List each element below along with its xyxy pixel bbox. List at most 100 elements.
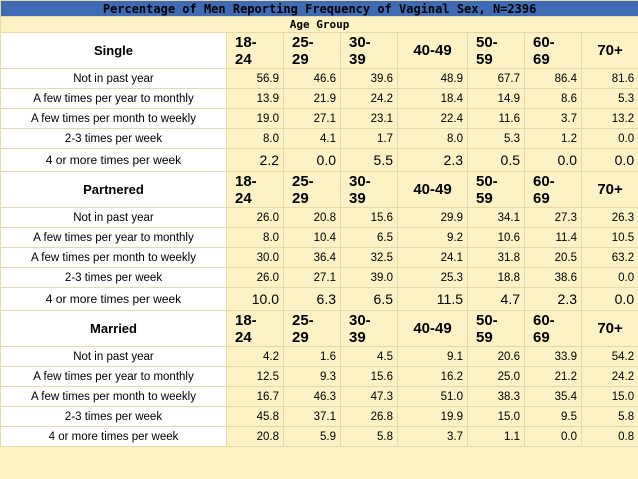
- age-group-line: 40-49: [413, 42, 452, 59]
- value-cell: 20.8: [283, 207, 341, 228]
- age-group-header: 70+: [580, 32, 638, 69]
- table-row: 2-3 times per week 8.0 4.1 1.7 8.0 5.3 1.2 0.0: [0, 128, 638, 149]
- value-cell: 0.0: [580, 267, 638, 288]
- value-cell: 24.1: [397, 247, 468, 268]
- value-cell: 25.0: [467, 366, 525, 387]
- value-cell: 39.6: [340, 68, 398, 89]
- age-group-line: 24: [235, 189, 252, 207]
- value-cell: 35.4: [524, 386, 582, 407]
- age-group-line: 39: [349, 50, 366, 68]
- value-cell: 24.2: [580, 366, 638, 387]
- table-row: Not in past year 4.2 1.6 4.5 9.1 20.6 33.9 54.2: [0, 346, 638, 367]
- age-group-header: 18- 24: [226, 32, 284, 69]
- age-group-line: 25-: [292, 172, 314, 190]
- value-cell: 15.6: [340, 207, 398, 228]
- age-group-line: 40-49: [413, 320, 452, 337]
- age-group-header: 30- 39: [340, 171, 398, 208]
- value-cell: 38.6: [524, 267, 582, 288]
- age-group-line: 25-: [292, 311, 314, 329]
- age-group-line: 70+: [597, 320, 623, 337]
- age-group-header: 60- 69: [524, 171, 582, 208]
- value-cell: 9.5: [524, 406, 582, 427]
- value-cell: 45.8: [226, 406, 284, 427]
- table-row: A few times per month to weekly 30.0 36.4 3…: [0, 247, 638, 268]
- row-label: A few times per month to weekly: [0, 247, 227, 268]
- age-group-line: 30-: [349, 33, 371, 51]
- value-cell: 12.5: [226, 366, 284, 387]
- value-cell: 23.1: [340, 108, 398, 129]
- age-group-line: 29: [292, 328, 309, 346]
- age-group-line: 29: [292, 189, 309, 207]
- value-cell: 4.2: [226, 346, 284, 367]
- value-cell: 10.4: [283, 227, 341, 248]
- row-label: A few times per month to weekly: [0, 386, 227, 407]
- age-group-header: 70+: [580, 310, 638, 347]
- value-cell: 15.0: [580, 386, 638, 407]
- section-header-row: Married 18- 24 25- 29 30- 39 40-49 50- 59 60- 69 70+: [0, 310, 638, 347]
- value-cell: 39.0: [340, 267, 398, 288]
- table-row: 4 or more times per week 2.2 0.0 5.5 2.3 0.5 0…: [0, 148, 638, 172]
- value-cell: 36.4: [283, 247, 341, 268]
- value-cell: 2.3: [524, 287, 582, 311]
- age-group-line: 29: [292, 50, 309, 68]
- row-label: 4 or more times per week: [0, 148, 227, 172]
- value-cell: 19.9: [397, 406, 468, 427]
- value-cell: 8.0: [226, 227, 284, 248]
- value-cell: 56.9: [226, 68, 284, 89]
- value-cell: 27.3: [524, 207, 582, 228]
- value-cell: 21.2: [524, 366, 582, 387]
- table-row: A few times per month to weekly 16.7 46.3 4…: [0, 386, 638, 407]
- age-group-line: 18-: [235, 311, 257, 329]
- value-cell: 0.0: [580, 148, 638, 172]
- row-label: 2-3 times per week: [0, 267, 227, 288]
- age-group-header: 40-49: [397, 171, 468, 208]
- value-cell: 15.6: [340, 366, 398, 387]
- value-cell: 10.0: [226, 287, 284, 311]
- value-cell: 19.0: [226, 108, 284, 129]
- age-group-line: 30-: [349, 311, 371, 329]
- table-row: 4 or more times per week 20.8 5.9 5.8 3.7 1.1…: [0, 426, 638, 447]
- value-cell: 30.0: [226, 247, 284, 268]
- table-row: A few times per year to monthly 13.9 21.9 2…: [0, 88, 638, 109]
- age-group-header: 40-49: [397, 310, 468, 347]
- value-cell: 16.2: [397, 366, 468, 387]
- row-label: Not in past year: [0, 68, 227, 89]
- value-cell: 9.3: [283, 366, 341, 387]
- value-cell: 26.8: [340, 406, 398, 427]
- value-cell: 67.7: [467, 68, 525, 89]
- value-cell: 26.0: [226, 207, 284, 228]
- value-cell: 37.1: [283, 406, 341, 427]
- value-cell: 34.1: [467, 207, 525, 228]
- age-group-line: 30-: [349, 172, 371, 190]
- value-cell: 86.4: [524, 68, 582, 89]
- value-cell: 0.8: [580, 426, 638, 447]
- row-label: 4 or more times per week: [0, 426, 227, 447]
- age-group-line: 39: [349, 328, 366, 346]
- value-cell: 8.0: [397, 128, 468, 149]
- value-cell: 54.2: [580, 346, 638, 367]
- row-label: A few times per year to monthly: [0, 88, 227, 109]
- value-cell: 22.4: [397, 108, 468, 129]
- age-group-line: 60-: [533, 311, 555, 329]
- value-cell: 0.0: [283, 148, 341, 172]
- value-cell: 18.4: [397, 88, 468, 109]
- value-cell: 25.3: [397, 267, 468, 288]
- value-cell: 10.5: [580, 227, 638, 248]
- table-row: Not in past year 56.9 46.6 39.6 48.9 67.7 86.4…: [0, 68, 638, 89]
- row-label: Not in past year: [0, 346, 227, 367]
- age-group-header: 40-49: [397, 32, 468, 69]
- value-cell: 51.0: [397, 386, 468, 407]
- value-cell: 81.6: [580, 68, 638, 89]
- age-group-line: 39: [349, 189, 366, 207]
- age-group-line: 18-: [235, 172, 257, 190]
- value-cell: 0.0: [580, 287, 638, 311]
- value-cell: 5.3: [580, 88, 638, 109]
- age-group-line: 69: [533, 189, 550, 207]
- age-group-line: 24: [235, 328, 252, 346]
- value-cell: 48.9: [397, 68, 468, 89]
- value-cell: 8.0: [226, 128, 284, 149]
- value-cell: 13.9: [226, 88, 284, 109]
- row-label: Not in past year: [0, 207, 227, 228]
- value-cell: 11.5: [397, 287, 468, 311]
